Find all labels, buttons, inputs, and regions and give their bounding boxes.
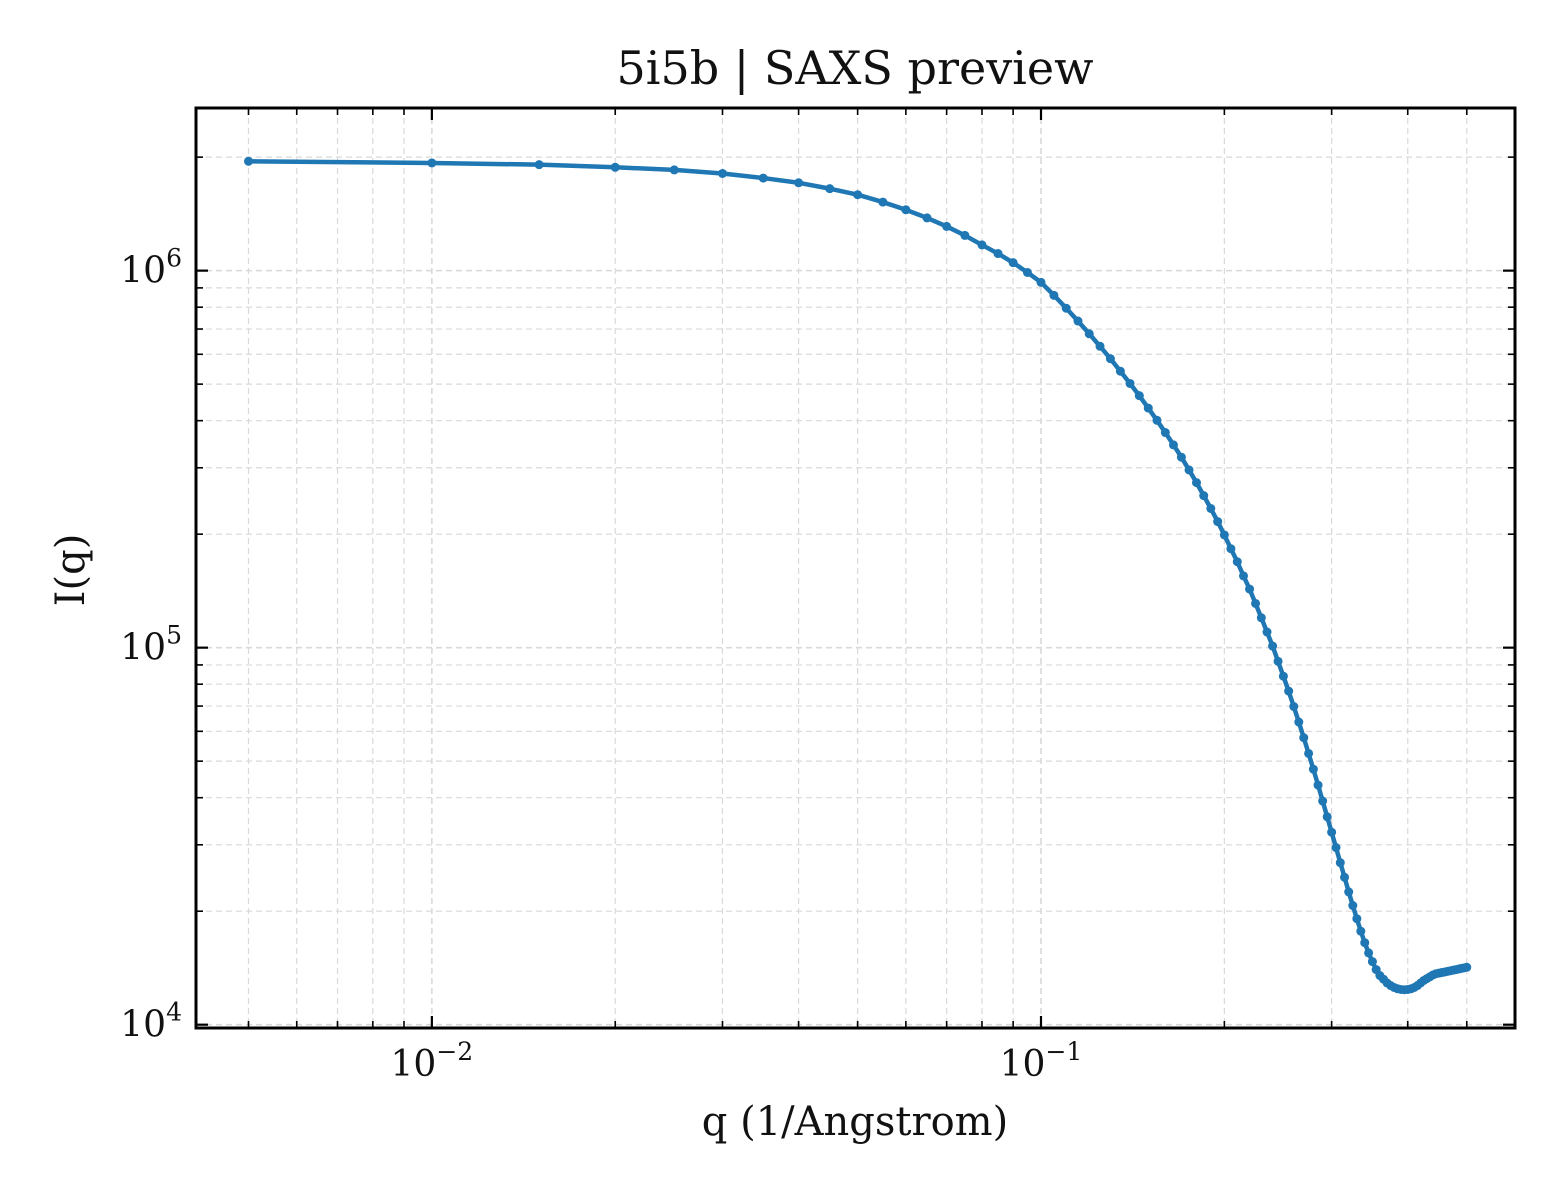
data-point [1273, 656, 1283, 666]
data-point [794, 178, 804, 188]
data-point [1073, 316, 1083, 326]
data-point [1095, 341, 1105, 351]
data-point [1176, 452, 1186, 462]
data-point [942, 221, 952, 231]
data-point [1049, 290, 1059, 300]
data-point [977, 240, 987, 250]
data-point [1143, 403, 1153, 413]
data-point [1256, 613, 1266, 623]
data-point [534, 160, 544, 170]
data-point [1219, 530, 1229, 540]
data-point [1152, 415, 1162, 425]
data-point [1278, 671, 1288, 681]
data-point [1084, 329, 1094, 339]
grid-layer [196, 108, 1515, 1028]
data-point [1061, 303, 1071, 313]
data-point [244, 156, 253, 166]
chart-title: 5i5b | SAXS preview [616, 41, 1093, 95]
data-point [1115, 366, 1125, 376]
data-point [1184, 465, 1194, 475]
data-point [1251, 598, 1261, 608]
data-point [1008, 258, 1018, 268]
data-point [1313, 780, 1323, 790]
data-point [1262, 627, 1272, 637]
data-point [825, 184, 835, 194]
data-point [1335, 858, 1345, 868]
data-point [669, 165, 679, 175]
data-point [1304, 748, 1314, 758]
data-point [1299, 733, 1309, 743]
data-point [1192, 478, 1201, 488]
data-point [901, 205, 911, 215]
data-point [1364, 948, 1374, 958]
tick-layer: 10−2 10−1 104 105 106 [120, 108, 1515, 1085]
data-point [922, 213, 932, 223]
data-point [1318, 796, 1328, 806]
data-point [427, 158, 437, 168]
x-tick-label: 10−2 [391, 1037, 474, 1085]
data-point [1125, 378, 1135, 388]
plot-frame [194, 106, 1517, 1030]
data-point [1239, 571, 1248, 581]
data-point [1360, 938, 1370, 948]
data-point [1289, 702, 1299, 712]
data-point [960, 230, 970, 240]
data-point [1308, 764, 1318, 774]
data-point [1462, 962, 1472, 972]
data-point [1284, 686, 1294, 696]
y-tick-label: 105 [120, 621, 182, 669]
data-point [758, 173, 768, 183]
data-point [1322, 812, 1332, 822]
series-layer [244, 156, 1472, 995]
data-point [610, 162, 620, 172]
data-point [1160, 428, 1170, 438]
data-point [1245, 584, 1255, 594]
x-tick-label: 10−1 [1000, 1037, 1083, 1085]
data-point [1367, 957, 1377, 967]
data-point [1134, 391, 1144, 401]
data-point [1213, 517, 1223, 527]
data-point [1294, 717, 1304, 727]
data-point [1331, 843, 1341, 853]
data-point [1344, 887, 1354, 897]
data-point [878, 197, 888, 207]
data-point [1327, 827, 1337, 837]
y-axis-label: I(q) [48, 534, 94, 607]
data-point [1340, 872, 1350, 882]
data-point [1036, 277, 1046, 287]
y-tick-label: 106 [120, 244, 182, 292]
data-point [993, 249, 1003, 259]
data-point [1105, 354, 1115, 364]
data-point [1356, 926, 1366, 936]
y-tick-label: 104 [120, 998, 182, 1046]
data-point [1199, 491, 1209, 501]
data-point [718, 168, 727, 178]
x-axis-label: q (1/Angstrom) [702, 1099, 1008, 1145]
data-point [1022, 267, 1032, 277]
data-point [1352, 914, 1362, 924]
data-point [1232, 557, 1242, 567]
data-point [1168, 440, 1178, 450]
data-point [1268, 641, 1278, 651]
data-point [1348, 901, 1358, 911]
data-point [1226, 544, 1236, 554]
data-point [1206, 503, 1216, 513]
data-point [853, 190, 863, 200]
